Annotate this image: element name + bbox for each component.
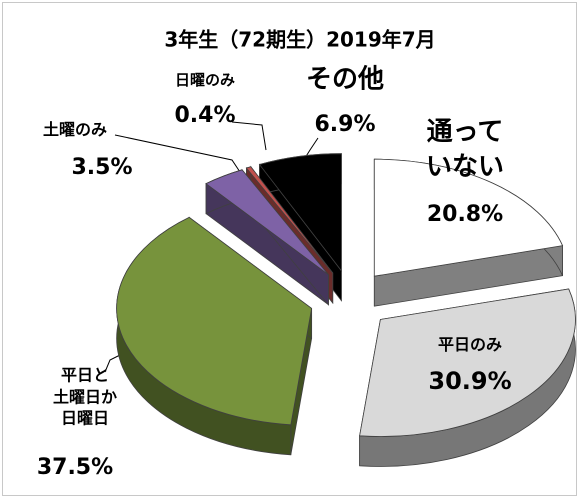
category-label: 平日と 土曜日か 日曜日	[52, 365, 118, 428]
slice	[205, 168, 329, 306]
slice	[373, 158, 564, 277]
leader-line	[114, 134, 241, 173]
leader-line	[231, 121, 267, 151]
chart-title: 3年生（72期生）2019年7月	[164, 27, 436, 52]
category-label: 平日のみ	[437, 335, 503, 355]
slice	[359, 288, 576, 467]
value-label: 37.5%	[36, 455, 114, 481]
slice	[258, 153, 342, 272]
value-label: 20.8%	[426, 202, 504, 228]
slice	[116, 216, 313, 456]
category-label: その他	[305, 64, 385, 95]
value-label: 0.4%	[174, 103, 236, 129]
value-label: 30.9%	[428, 366, 512, 395]
slice	[245, 166, 334, 274]
category-label: 通って いない	[425, 116, 505, 182]
slice	[205, 169, 329, 276]
category-label: 日曜のみ	[174, 70, 236, 89]
slice	[116, 216, 313, 426]
category-label: 土曜のみ	[42, 120, 108, 140]
leader-line	[104, 354, 121, 373]
slice	[359, 288, 576, 437]
value-label: 3.5%	[71, 155, 133, 181]
value-label: 6.9%	[314, 112, 376, 138]
slice	[373, 158, 564, 307]
